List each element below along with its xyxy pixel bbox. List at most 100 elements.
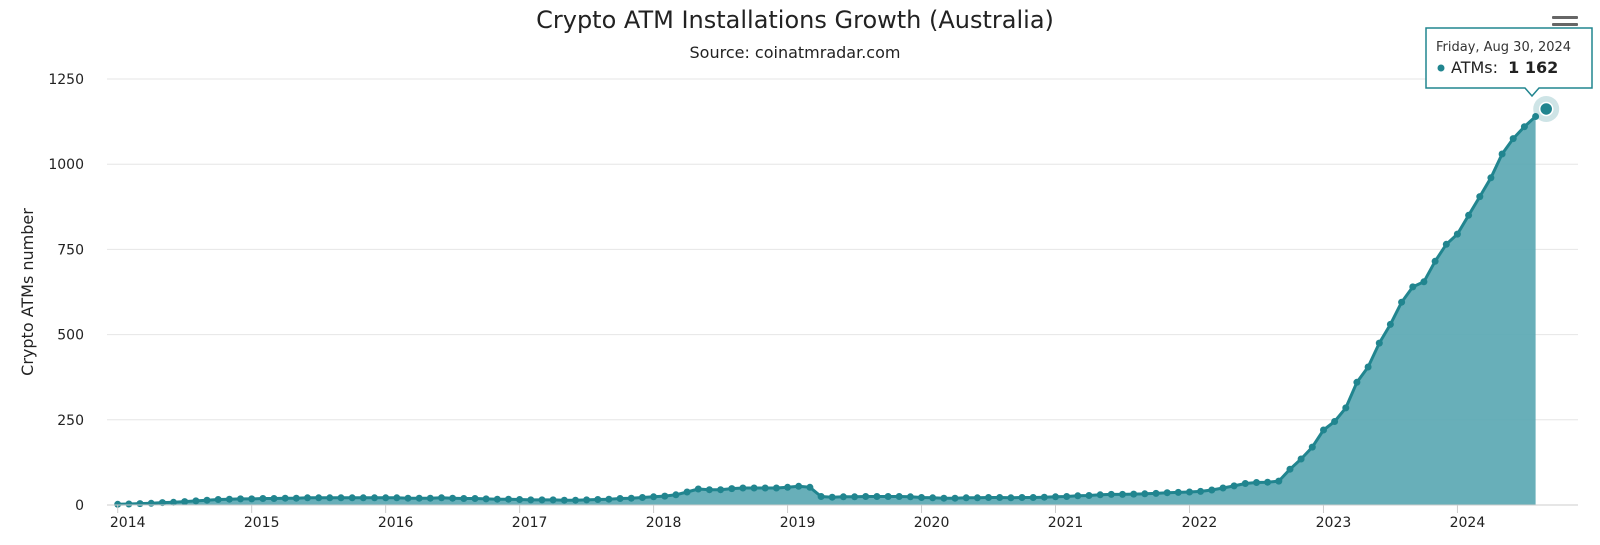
data-point[interactable] [415,494,423,502]
data-point[interactable] [616,495,624,502]
data-point[interactable] [259,495,267,502]
data-point[interactable] [1130,490,1138,498]
data-point[interactable] [572,496,579,504]
data-point[interactable] [817,493,825,500]
data-point[interactable] [527,496,535,504]
data-point[interactable] [1096,491,1104,499]
data-point[interactable] [292,494,300,502]
data-point[interactable] [1230,482,1238,490]
data-point[interactable] [326,494,334,502]
data-point[interactable] [683,488,691,496]
data-point[interactable] [951,494,959,502]
data-point[interactable] [516,496,524,503]
data-point[interactable] [672,491,680,499]
data-point[interactable] [694,485,702,493]
data-point[interactable] [1498,150,1506,158]
data-point[interactable] [1364,363,1372,371]
data-point[interactable] [1018,494,1026,501]
data-point[interactable] [1297,455,1305,463]
data-point[interactable] [1029,494,1037,501]
data-point[interactable] [828,493,836,501]
data-point[interactable] [906,493,914,501]
data-point[interactable] [750,484,758,492]
highlight-marker[interactable] [1538,101,1554,117]
data-point[interactable] [650,493,658,501]
data-point[interactable] [505,495,512,503]
data-point[interactable] [1476,193,1484,201]
data-point[interactable] [348,494,356,502]
data-point[interactable] [985,494,992,501]
data-point[interactable] [1442,240,1450,248]
data-point[interactable] [1487,174,1495,182]
data-point[interactable] [884,493,892,500]
data-point[interactable] [1163,489,1171,497]
data-point[interactable] [192,497,200,505]
data-point[interactable] [281,494,289,502]
data-point[interactable] [1063,493,1071,500]
data-point[interactable] [181,498,189,506]
data-point[interactable] [493,495,501,503]
data-point[interactable] [594,496,602,503]
data-point[interactable] [1174,488,1182,496]
data-point[interactable] [962,494,970,502]
data-point[interactable] [225,495,233,503]
data-point[interactable] [1052,493,1059,501]
data-point[interactable] [895,493,903,500]
data-point[interactable] [1420,278,1428,286]
data-point[interactable] [1331,418,1339,425]
data-point[interactable] [1074,492,1082,500]
data-point[interactable] [1509,135,1517,143]
data-point[interactable] [560,496,568,504]
data-point[interactable] [359,494,367,502]
data-point[interactable] [795,482,803,490]
data-point[interactable] [1453,230,1461,238]
data-point[interactable] [1253,479,1260,486]
data-point[interactable] [605,495,613,503]
data-point[interactable] [214,496,222,503]
data-point[interactable] [739,484,747,492]
data-point[interactable] [918,494,925,501]
data-point[interactable] [717,486,725,494]
data-point[interactable] [728,485,736,493]
data-point[interactable] [538,496,546,504]
data-point[interactable] [996,494,1004,501]
data-point[interactable] [1320,426,1327,434]
data-point[interactable] [393,494,401,502]
data-point[interactable] [1208,486,1216,494]
data-point[interactable] [471,495,479,502]
data-point[interactable] [1107,490,1115,498]
data-point[interactable] [371,494,378,502]
data-point[interactable] [1119,490,1126,498]
data-point[interactable] [1398,298,1406,306]
data-point[interactable] [627,494,635,502]
data-point[interactable] [304,494,311,502]
data-point[interactable] [1085,492,1093,499]
data-point[interactable] [1152,489,1160,497]
data-point[interactable] [1197,487,1205,495]
data-point[interactable] [806,483,814,491]
data-point[interactable] [125,500,133,508]
data-point[interactable] [638,494,646,501]
data-point[interactable] [784,483,792,491]
data-point[interactable] [482,495,490,503]
data-point[interactable] [237,495,244,503]
data-point[interactable] [1465,211,1473,219]
data-point[interactable] [147,499,155,507]
highlighted-point[interactable] [1533,95,1560,122]
data-point[interactable] [973,494,981,502]
data-point[interactable] [761,484,769,492]
data-point[interactable] [1007,494,1015,502]
data-point[interactable] [158,499,166,507]
data-point[interactable] [1342,404,1350,412]
data-point[interactable] [940,494,948,502]
data-point[interactable] [661,492,669,500]
data-point[interactable] [851,493,859,501]
data-point[interactable] [203,496,211,504]
data-point[interactable] [426,494,434,502]
data-point[interactable] [1532,113,1540,120]
data-point[interactable] [1219,484,1227,492]
data-point[interactable] [114,500,122,508]
data-point[interactable] [1409,283,1417,291]
data-point[interactable] [170,498,177,506]
data-point[interactable] [873,493,881,500]
